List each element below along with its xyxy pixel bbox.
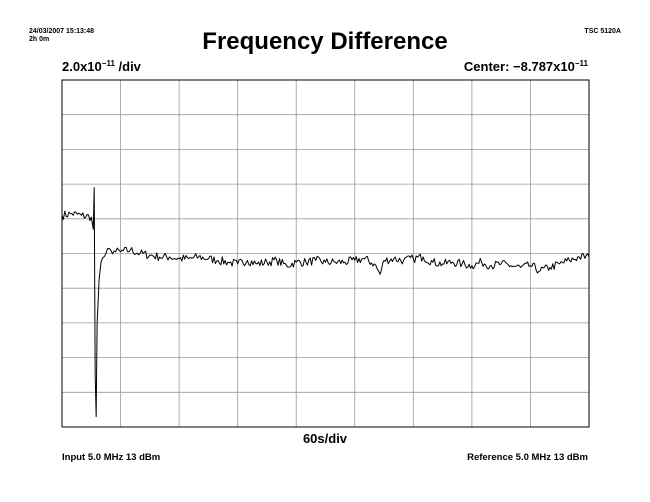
x-scale-label: 60s/div [302,431,348,446]
data-series-line [61,187,590,418]
y-scale-prefix: 2.0x10 [62,59,102,74]
y-scale-exponent: −11 [101,59,115,68]
reference-info: Reference 5.0 MHz 13 dBm [467,452,588,463]
center-label: Center: −8.787x10−11 [464,59,588,74]
chart-title: Frequency Difference [202,28,448,55]
plot-frame [61,79,590,428]
instrument-model: TSC 5120A [584,28,621,35]
y-scale-suffix: /div [114,59,141,74]
input-info: Input 5.0 MHz 13 dBm [62,452,161,463]
y-scale-label: 2.0x10−11 /div [62,59,141,74]
timestamp: 24/03/2007 15:13:48 [29,28,94,35]
center-prefix: Center: −8.787x10 [463,59,575,74]
duration: 2h 0m [29,36,50,43]
center-exponent: −11 [574,59,588,68]
